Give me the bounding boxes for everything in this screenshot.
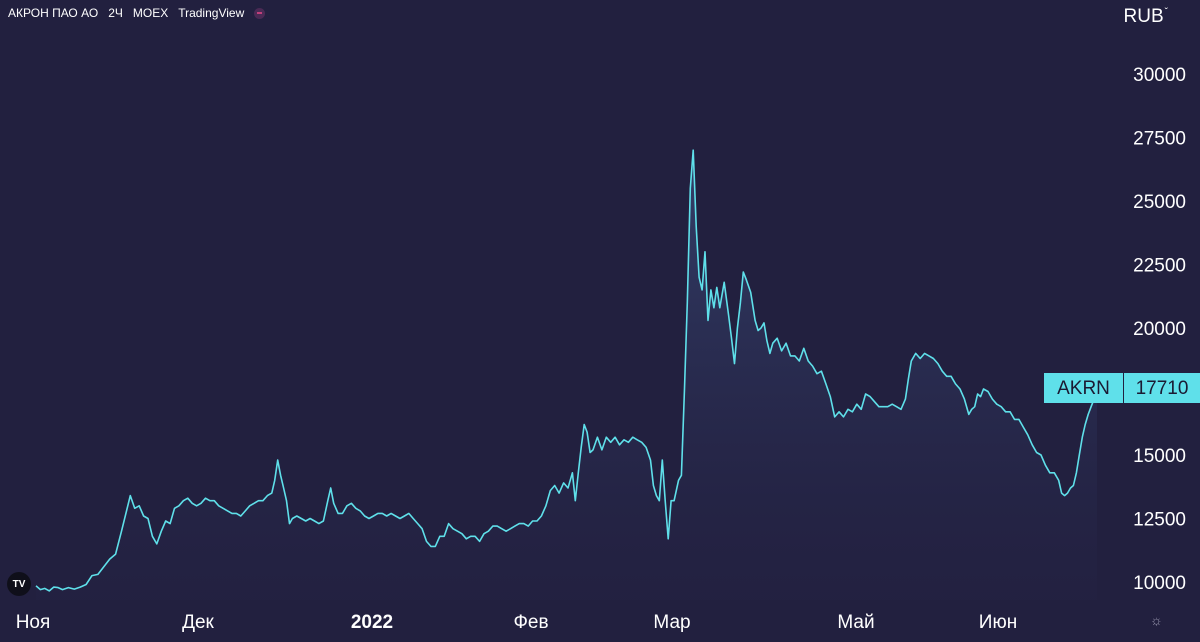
x-axis: Ноя Дек 2022 Фев Мар Май Июн [16, 612, 1017, 633]
symbol-name: АКРОН ПАО АО [8, 6, 99, 20]
x-tick-label: Мар [653, 612, 690, 633]
ticker-label: AKRN [1057, 378, 1110, 399]
tradingview-logo-icon[interactable]: TV [7, 572, 31, 596]
y-tick-label: 15000 [1133, 446, 1186, 467]
y-tick-label: 27500 [1133, 129, 1186, 150]
currency-selector[interactable]: RUBˇ [1124, 6, 1168, 28]
source-label: TradingView [178, 6, 245, 20]
x-tick-label: Фев [513, 612, 548, 633]
chevron-down-icon: ˇ [1164, 6, 1168, 18]
y-tick-label: 10000 [1133, 573, 1186, 594]
last-value-label-background [1124, 373, 1200, 403]
last-value-label: 17710 [1136, 378, 1189, 399]
y-tick-label: 30000 [1133, 65, 1186, 86]
last-price-label: AKRN 17710 [1044, 373, 1200, 403]
x-tick-label: Ноя [16, 612, 51, 633]
y-tick-label: 22500 [1133, 256, 1186, 277]
x-tick-label: 2022 [351, 612, 393, 633]
x-tick-label: Июн [979, 612, 1017, 633]
y-tick-label: 12500 [1133, 510, 1186, 531]
y-tick-label: 25000 [1133, 192, 1186, 213]
price-area-fill [36, 150, 1097, 600]
currency-label: RUB [1123, 6, 1164, 27]
ticker-label-background [1044, 373, 1123, 403]
minus-icon[interactable] [254, 7, 266, 19]
logo-text: TV [12, 578, 26, 590]
chart-header: АКРОН ПАО АО 2Ч MOEX TradingView [8, 6, 266, 20]
x-tick-label: Май [837, 612, 874, 633]
settings-icon[interactable]: ☼ [1150, 612, 1163, 628]
interval-label: 2Ч [108, 6, 123, 20]
y-axis: 1000012500150001750020000225002500027500… [1133, 65, 1186, 594]
x-tick-label: Дек [182, 612, 214, 633]
price-line [35, 149, 1098, 592]
y-tick-label: 20000 [1133, 319, 1186, 340]
exchange-label: MOEX [132, 6, 169, 20]
